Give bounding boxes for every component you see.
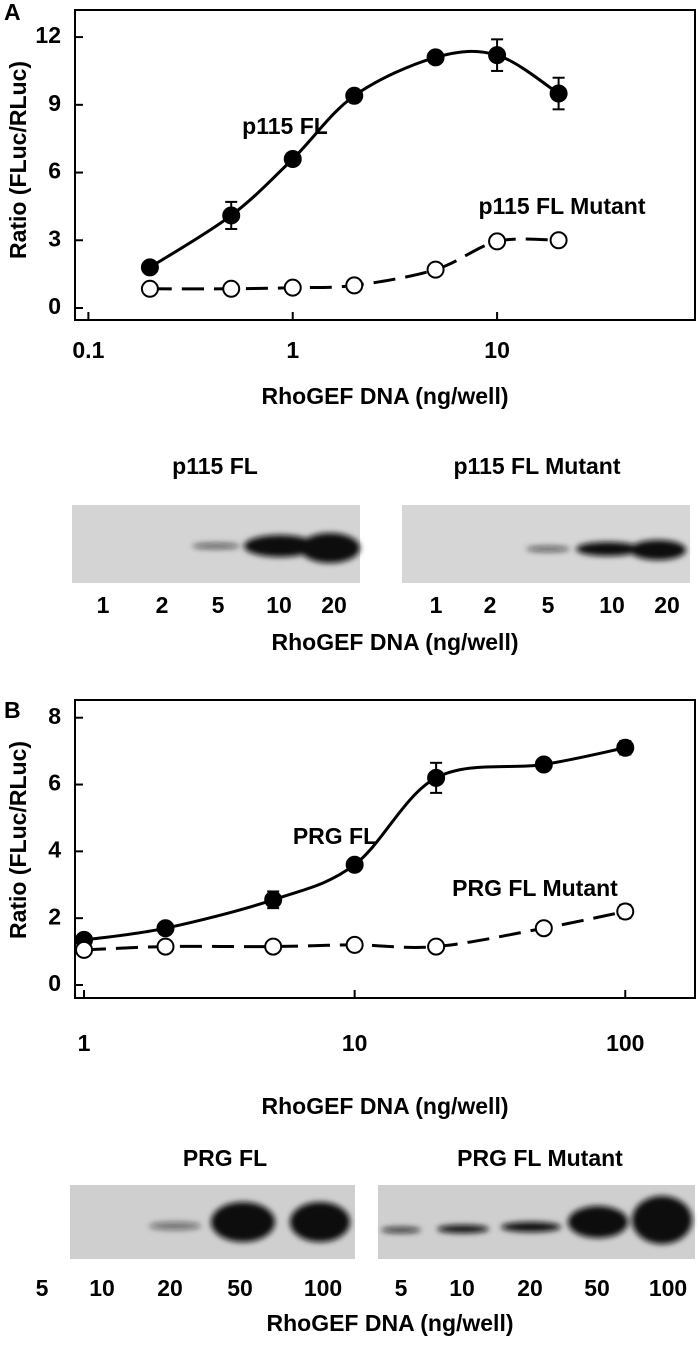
x-tick-label: 1	[78, 1030, 91, 1056]
blot-axis-label: RhoGEF DNA (ng/well)	[271, 629, 518, 655]
data-point	[140, 279, 159, 298]
data-point	[345, 276, 364, 295]
y-tick-label: 0	[48, 970, 61, 996]
series-label: p115 FL Mutant	[479, 193, 646, 219]
lane-label: 1	[430, 592, 443, 618]
data-point	[616, 902, 635, 921]
y-tick-label: 8	[48, 703, 61, 729]
data-point	[426, 260, 445, 279]
lane-label: 5	[542, 592, 555, 618]
lane-label: 20	[654, 592, 680, 618]
x-tick-label: 10	[342, 1030, 368, 1056]
x-tick-label: 0.1	[72, 337, 104, 363]
blot-image	[378, 1185, 695, 1259]
lane-label: 10	[449, 1275, 475, 1301]
data-point	[345, 935, 364, 954]
y-tick-label: 0	[48, 293, 61, 319]
x-axis-label: RhoGEF DNA (ng/well)	[261, 1093, 508, 1119]
lane-label: 20	[157, 1275, 183, 1301]
y-tick-label: 4	[48, 836, 61, 862]
data-point	[222, 279, 241, 298]
lane-label: 10	[266, 592, 292, 618]
blot-image	[402, 505, 690, 583]
blot-image	[72, 505, 360, 583]
data-point	[283, 278, 302, 297]
lane-label: 10	[599, 592, 625, 618]
y-tick-label: 12	[35, 22, 61, 48]
x-axis-label: RhoGEF DNA (ng/well)	[261, 383, 508, 409]
panel-label: A	[4, 0, 21, 25]
series-label: PRG FL Mutant	[452, 875, 618, 901]
blot-title: PRG FL	[183, 1145, 267, 1171]
blot-image	[70, 1185, 355, 1259]
data-point	[75, 940, 94, 959]
lane-label: 5	[395, 1275, 408, 1301]
lane-label: 1	[97, 592, 110, 618]
data-point	[549, 231, 568, 250]
lane-label: 2	[484, 592, 497, 618]
y-tick-label: 3	[48, 225, 61, 251]
lane-label: 50	[584, 1275, 610, 1301]
blot-title: PRG FL Mutant	[457, 1145, 623, 1171]
y-tick-label: 9	[48, 90, 61, 116]
lane-label: 10	[89, 1275, 115, 1301]
data-point	[345, 86, 364, 105]
lane-label: 20	[517, 1275, 543, 1301]
blot-title: p115 FL	[172, 453, 258, 479]
data-point	[345, 855, 364, 874]
blot-title: p115 FL Mutant	[454, 453, 621, 479]
lane-label: 100	[649, 1275, 687, 1301]
x-tick-label: 1	[286, 337, 299, 363]
lane-label: 5	[36, 1275, 49, 1301]
data-point	[427, 937, 446, 956]
y-tick-label: 2	[48, 903, 61, 929]
lane-label: 100	[304, 1275, 342, 1301]
data-point	[156, 937, 175, 956]
plot-frame	[74, 9, 696, 321]
series-label: p115 FL	[242, 113, 328, 139]
panel-label: B	[4, 697, 21, 723]
plot-frame	[74, 699, 696, 999]
y-tick-label: 6	[48, 770, 61, 796]
x-tick-label: 100	[606, 1030, 644, 1056]
data-point	[264, 937, 283, 956]
lane-label: 2	[156, 592, 169, 618]
y-tick-label: 6	[48, 158, 61, 184]
data-point	[534, 755, 553, 774]
data-point	[549, 84, 568, 103]
data-point	[140, 258, 159, 277]
data-point	[264, 890, 283, 909]
y-axis-label: Ratio (FLuc/RLuc)	[5, 61, 31, 259]
data-point	[488, 46, 507, 65]
data-point	[534, 919, 553, 938]
blot-axis-label: RhoGEF DNA (ng/well)	[266, 1310, 513, 1336]
data-point	[283, 150, 302, 168]
data-point	[426, 48, 445, 67]
data-point	[427, 768, 446, 787]
data-point	[616, 738, 635, 757]
x-tick-label: 10	[484, 337, 510, 363]
data-point	[156, 919, 175, 938]
data-point	[488, 232, 507, 251]
lane-label: 5	[212, 592, 225, 618]
lane-label: 20	[321, 592, 347, 618]
data-point	[222, 206, 241, 225]
y-axis-label: Ratio (FLuc/RLuc)	[5, 741, 31, 939]
series-label: PRG FL	[293, 823, 377, 849]
lane-label: 50	[227, 1275, 253, 1301]
